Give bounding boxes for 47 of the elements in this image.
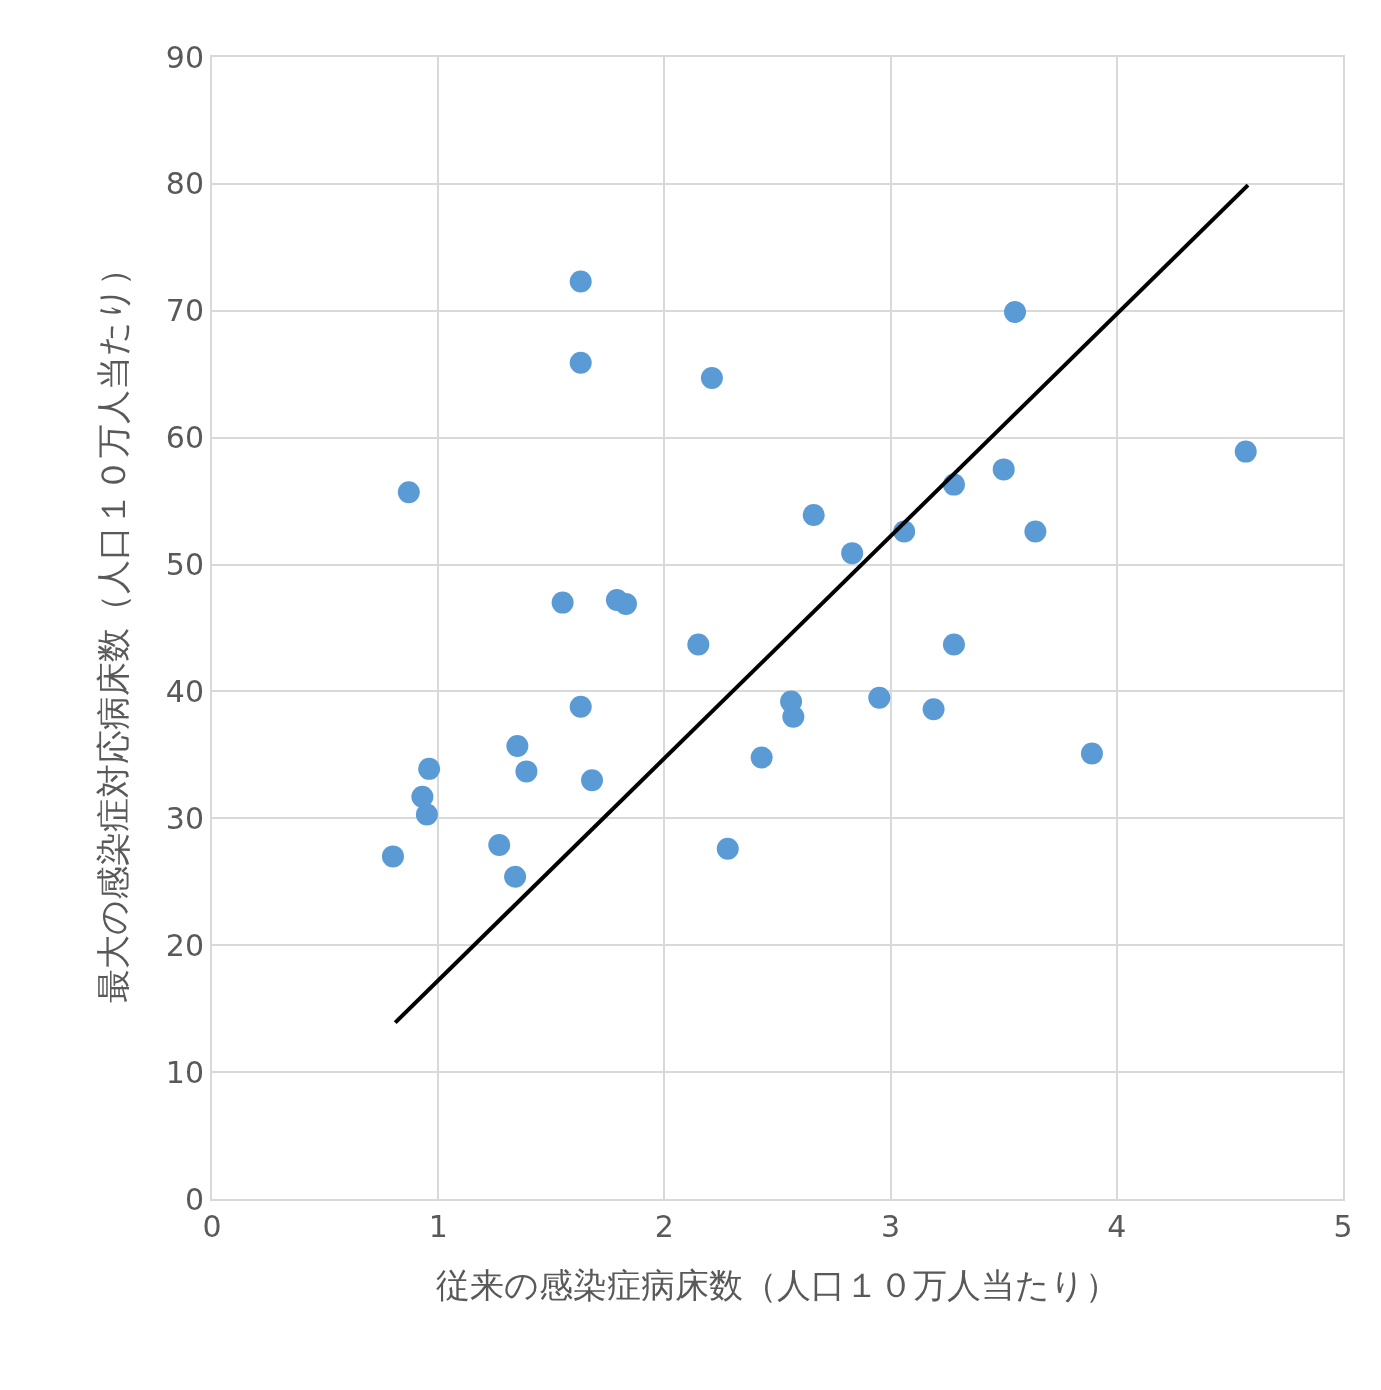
point [841,542,864,565]
point [750,746,773,769]
point [415,803,438,826]
y-tick-label: 20 [165,927,204,963]
x-tick-label: 2 [654,1209,674,1244]
point [1004,301,1027,324]
point [418,757,441,780]
y-tick-label: 0 [184,1181,204,1217]
point [397,481,420,504]
point [1234,440,1257,463]
x-tick-label: 5 [1333,1209,1353,1244]
y-axis-title: 最大の感染症対応病床数（人口１０万人当たり） [92,252,133,1004]
point [802,504,825,527]
point [581,769,604,792]
point [488,833,511,856]
point [687,633,710,656]
point [1080,742,1103,765]
point [569,270,592,293]
y-tick-label: 60 [165,420,204,456]
point [551,591,574,614]
point [942,633,965,656]
point [515,760,538,783]
point [506,735,529,757]
y-tick-label: 80 [165,166,204,202]
point [1024,520,1047,543]
point [569,695,592,718]
y-tick-label: 50 [165,547,204,583]
point [716,837,739,860]
y-tick-label: 10 [165,1054,204,1090]
point [922,698,945,721]
x-axis-title: 従来の感染症病床数（人口１０万人当たり） [436,1264,1119,1305]
x-tick-label: 3 [881,1209,901,1244]
point [569,351,592,374]
point [411,785,434,808]
y-tick-label: 40 [165,673,204,709]
point [504,865,527,888]
x-tick-label: 4 [1107,1209,1127,1244]
point [700,367,723,390]
point [868,686,891,709]
x-tick-label: 1 [428,1209,448,1244]
point [992,458,1015,481]
point [782,705,805,728]
point [381,845,404,868]
y-tick-label: 70 [165,293,204,329]
y-tick-label: 30 [165,800,204,836]
y-tick-label: 90 [165,39,204,75]
point [614,592,637,615]
